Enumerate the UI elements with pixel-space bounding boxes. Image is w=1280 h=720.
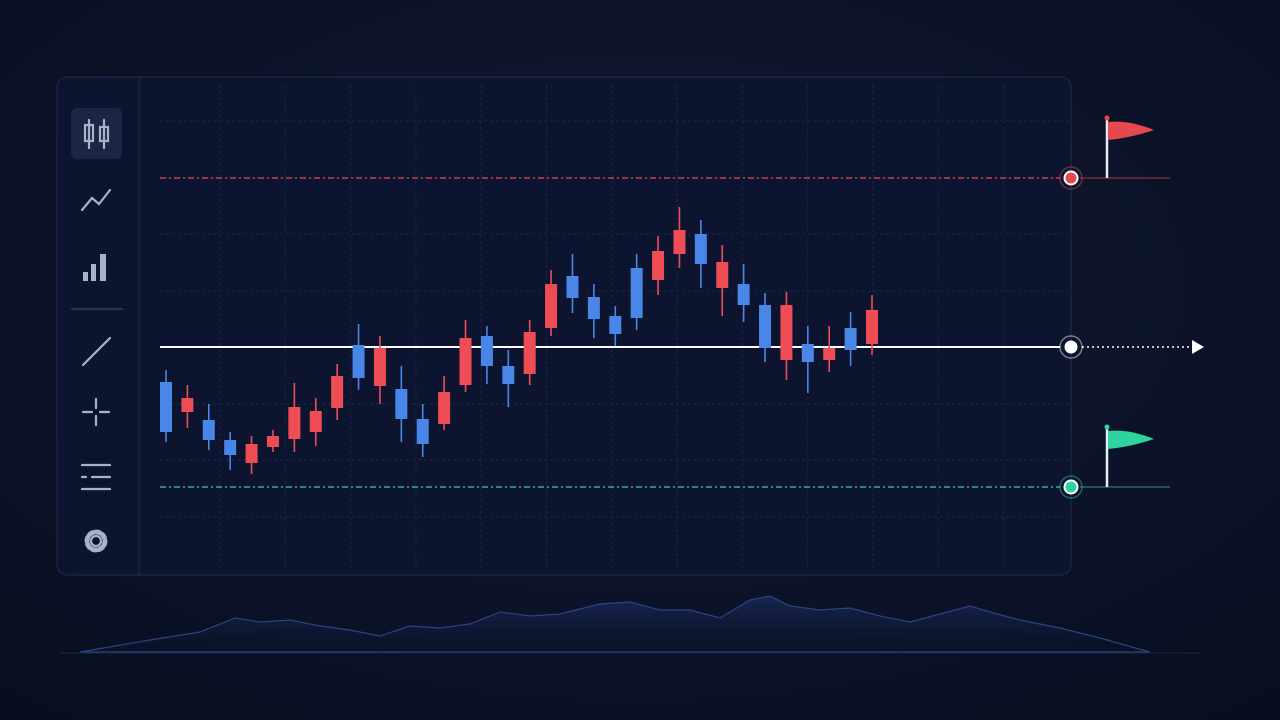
candle-body [181, 398, 194, 412]
settings-list-tool[interactable] [80, 463, 112, 491]
line-tool[interactable] [80, 188, 112, 212]
candle-body [823, 348, 836, 360]
candle-body [160, 382, 172, 432]
candle-body [416, 419, 429, 444]
candle-body [373, 348, 386, 386]
candle-body [545, 284, 558, 328]
candle-body [309, 411, 322, 432]
candle-body [202, 420, 215, 440]
candle-body [866, 310, 878, 344]
candle-body [352, 345, 365, 378]
candle-body [652, 251, 665, 280]
trendline-tool[interactable] [81, 336, 112, 367]
candle-body [737, 284, 750, 305]
candle-body [438, 392, 451, 424]
candle-tool[interactable] [83, 118, 110, 150]
toolbar [70, 118, 124, 553]
level-handle[interactable] [1064, 340, 1078, 354]
candle-body [609, 316, 622, 334]
flag [1108, 121, 1154, 140]
active-tool[interactable] [71, 108, 122, 159]
candle-body [566, 276, 579, 298]
candle-body [395, 389, 408, 419]
level-handle-ring [1059, 335, 1083, 359]
candle-body [288, 407, 301, 439]
candle-body [502, 366, 515, 384]
candle-body [759, 305, 772, 348]
flag [1108, 430, 1154, 449]
candle-body [331, 376, 344, 408]
candle-body [630, 268, 643, 318]
candle-body [245, 444, 258, 463]
level-handle-ring [1059, 475, 1083, 499]
candle-body [224, 440, 237, 455]
panel [56, 76, 1072, 576]
candle-body [694, 234, 707, 264]
navigator [79, 595, 1151, 653]
level-arrow [1192, 340, 1204, 354]
candle-body [266, 436, 279, 447]
flag-knob [1104, 115, 1110, 121]
candle-body [587, 297, 600, 319]
candle-body [716, 262, 729, 288]
candle-body [523, 332, 536, 374]
candle-body [844, 328, 857, 350]
candle-body [673, 230, 686, 254]
candle-body [780, 305, 793, 360]
candle-body [801, 344, 814, 362]
settings-tool[interactable] [84, 529, 108, 553]
flag-knob [1104, 424, 1110, 430]
level-handle[interactable] [1063, 479, 1079, 495]
crosshair-tool[interactable] [81, 397, 111, 427]
level-handle[interactable] [1063, 170, 1079, 186]
candle-body [459, 338, 472, 385]
candle-body [480, 336, 493, 366]
level-handle-ring [1059, 166, 1083, 190]
bar-tool[interactable] [83, 254, 106, 281]
